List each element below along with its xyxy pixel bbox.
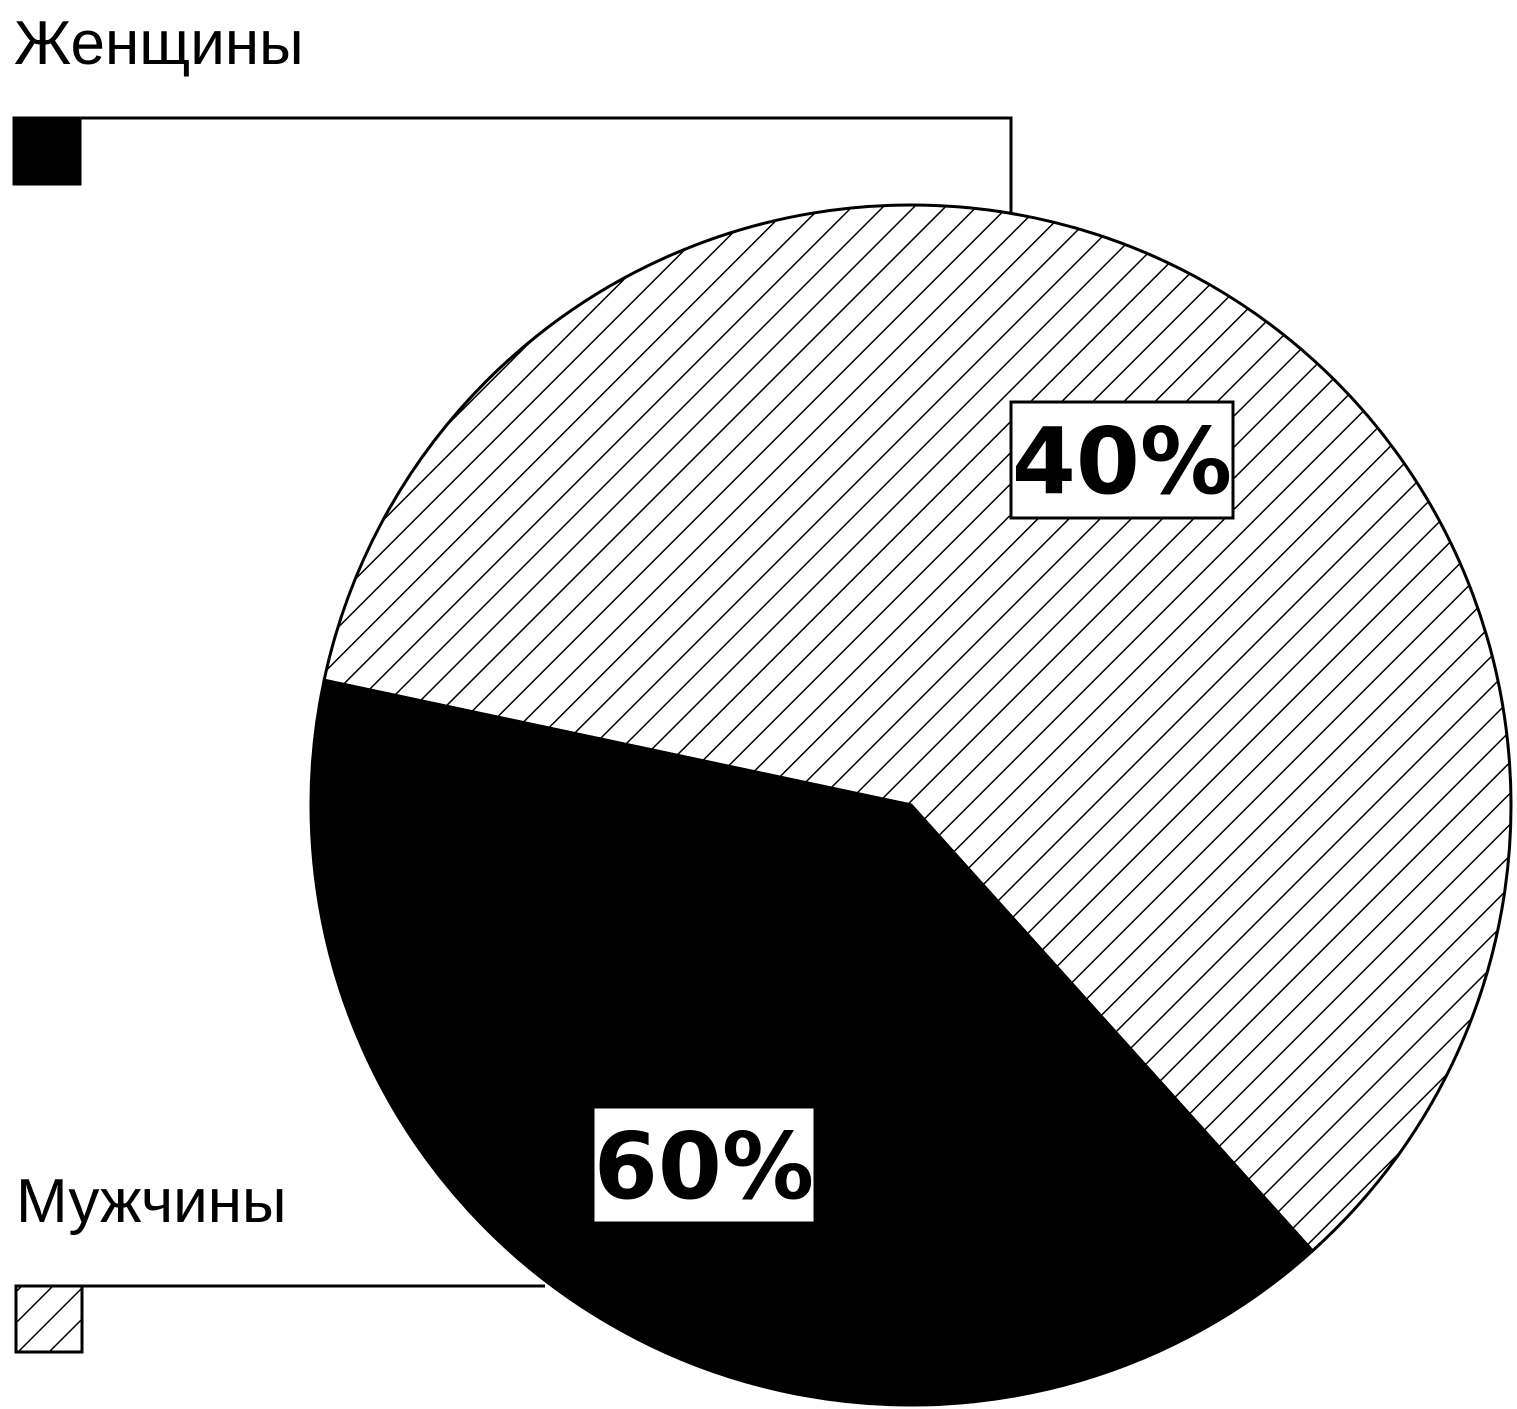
percent-label-men: 60% (594, 1113, 814, 1220)
leader-line-women (80, 116, 1013, 212)
legend-swatch-women (12, 116, 82, 186)
legend-swatch-men (14, 1284, 84, 1354)
pie-slice-women (309, 678, 1314, 1407)
legend-label-women: Женщины (14, 9, 304, 78)
legend-label-men: Мужчины (16, 1167, 287, 1236)
percent-label-women: 40% (1012, 408, 1232, 515)
pie-slices (309, 203, 1513, 1407)
percent-label-box-men (591, 1105, 817, 1225)
percent-label-box-women (1009, 400, 1235, 520)
